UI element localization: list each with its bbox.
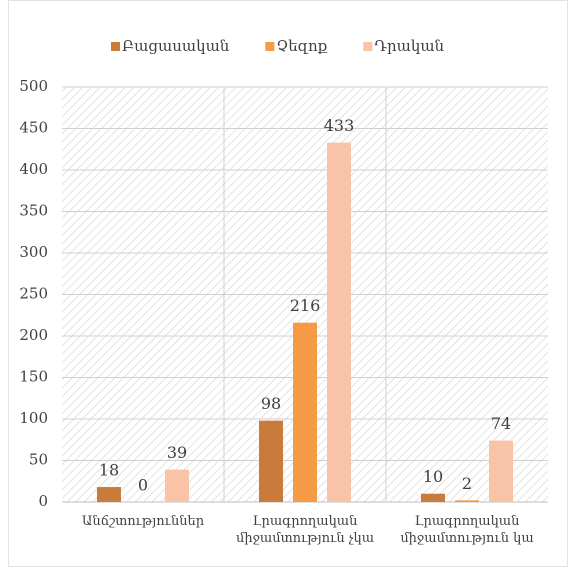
y-tick-label: 150: [19, 368, 48, 386]
data-label: 216: [290, 296, 321, 315]
bar: [97, 487, 121, 502]
x-tick-label: Լրագրողական միջամտություն չկա: [235, 514, 375, 546]
data-label: 74: [491, 414, 511, 433]
y-tick-label: 200: [19, 326, 48, 344]
data-label: 18: [99, 461, 119, 480]
bar: [259, 420, 283, 502]
y-tick-label: 300: [19, 243, 48, 261]
data-label: 433: [324, 116, 355, 135]
legend-label: Չեզոք: [276, 37, 327, 55]
y-tick-label: 500: [19, 77, 48, 95]
y-tick-label: 50: [29, 451, 48, 469]
data-label: 39: [167, 443, 187, 462]
x-tick-label: Լրագրողական միջամտություն կա: [400, 514, 534, 546]
legend-swatch: [111, 42, 120, 51]
bar: [165, 469, 189, 502]
y-tick-label: 400: [19, 160, 48, 178]
data-label: 98: [261, 394, 281, 413]
data-label: 10: [423, 467, 443, 486]
data-label: 2: [462, 474, 472, 493]
bar: [421, 493, 445, 502]
bar: [327, 142, 351, 503]
legend-label: Բացասական: [122, 37, 230, 55]
bar: [455, 500, 479, 502]
y-tick-label: 100: [19, 409, 48, 427]
y-tick-label: 250: [19, 285, 48, 303]
legend-label: Դրական: [374, 37, 444, 55]
y-tick-label: 450: [19, 119, 48, 137]
bar: [293, 322, 317, 502]
y-tick-label: 350: [19, 202, 48, 220]
x-tick-label: Անճշտություններ: [81, 514, 205, 529]
legend-swatch: [363, 42, 373, 51]
legend-swatch: [265, 42, 275, 51]
data-label: 0: [138, 476, 148, 495]
bar: [489, 440, 513, 502]
y-tick-label: 0: [38, 492, 48, 510]
